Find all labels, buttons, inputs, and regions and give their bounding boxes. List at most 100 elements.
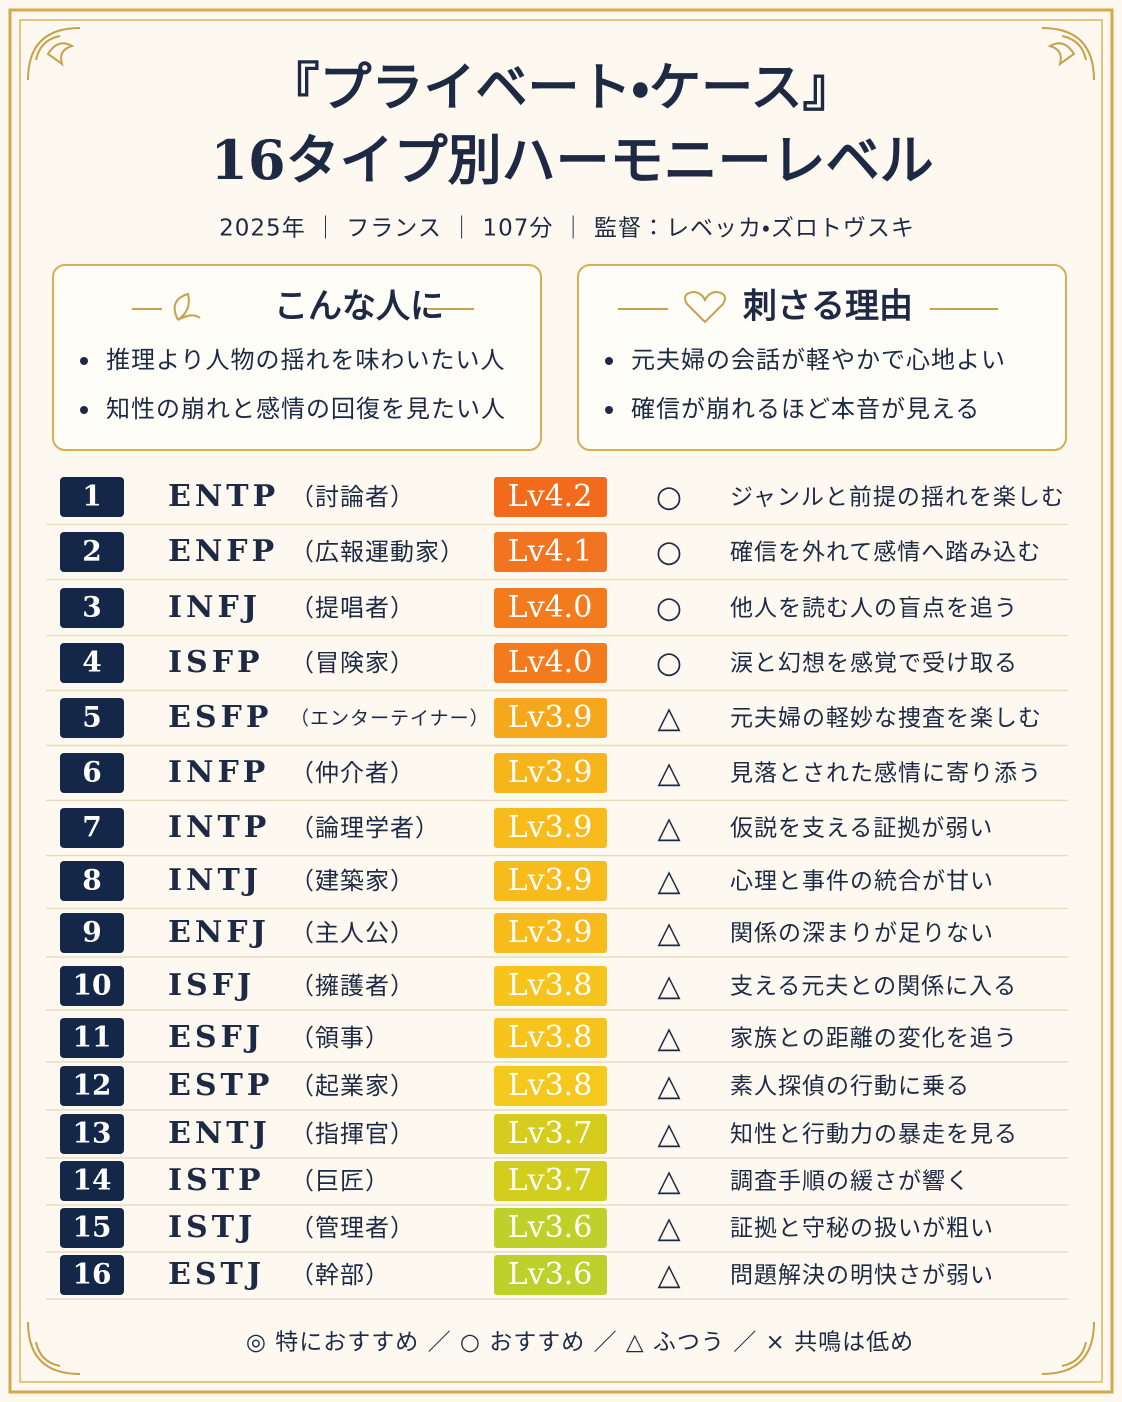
level: Lv4.0 xyxy=(508,590,593,625)
type: ISTP xyxy=(168,1163,265,1198)
role: （領事） xyxy=(290,1024,390,1052)
type: ENTP xyxy=(168,479,279,514)
level: Lv3.9 xyxy=(508,755,593,790)
level: Lv3.8 xyxy=(508,1068,593,1103)
rank-badge xyxy=(60,753,124,793)
box-title: 刺さる理由 xyxy=(743,287,913,327)
mark: ○ xyxy=(656,535,682,570)
role: （擁護者） xyxy=(290,972,415,1000)
level-badge xyxy=(494,966,607,1006)
type: ENFP xyxy=(168,534,278,569)
comment: 知性と行動力の暴走を見る xyxy=(730,1122,1018,1148)
role: （広報運動家） xyxy=(290,538,465,566)
rank-badge xyxy=(60,1255,124,1295)
role: （エンターテイナー） xyxy=(290,708,490,730)
type: ISTJ xyxy=(168,1210,256,1245)
rank-badge xyxy=(60,1161,124,1201)
level-badge xyxy=(494,913,607,953)
mark: △ xyxy=(657,864,680,899)
legend: ◎ 特におすすめ ／ ○ おすすめ ／ △ ふつう ／ × 共鳴は低め xyxy=(246,1330,914,1356)
type: ENTJ xyxy=(168,1116,271,1151)
role: （建築家） xyxy=(290,867,415,895)
rank-badge xyxy=(60,588,124,628)
role: （主人公） xyxy=(290,919,415,947)
role: （冒険家） xyxy=(290,649,415,677)
rank-badge xyxy=(60,532,124,572)
level: Lv3.6 xyxy=(508,1257,593,1292)
comment: 素人探偵の行動に乗る xyxy=(730,1074,970,1100)
role: （起業家） xyxy=(290,1072,415,1100)
level-badge xyxy=(494,753,607,793)
outer-border xyxy=(8,8,1114,1394)
box-frame xyxy=(577,264,1067,451)
role: （討論者） xyxy=(290,483,415,511)
mark: △ xyxy=(657,1164,680,1199)
rank-badge xyxy=(60,698,124,738)
comment: 証拠と守秘の扱いが粗い xyxy=(730,1216,994,1242)
rank-badge xyxy=(60,966,124,1006)
mark: △ xyxy=(657,1069,680,1104)
bullet xyxy=(605,406,613,414)
rank-badge xyxy=(60,1114,124,1154)
comment: 問題解決の明快さが弱い xyxy=(730,1263,994,1289)
rank: 1 xyxy=(82,480,101,513)
mark: △ xyxy=(657,1258,680,1293)
level-badge xyxy=(494,532,607,572)
box-ornaments xyxy=(132,290,998,324)
level-badge xyxy=(494,1066,607,1106)
rank: 12 xyxy=(73,1069,112,1102)
mark: △ xyxy=(657,969,680,1004)
title-line: 『プライベート・ケース』 xyxy=(267,58,854,119)
rank: 14 xyxy=(73,1164,112,1197)
rank-badge xyxy=(60,913,124,953)
level: Lv4.0 xyxy=(508,645,593,680)
comment: 支える元夫との関係に入る xyxy=(730,974,1017,1000)
mark: △ xyxy=(657,811,680,846)
rank-badge xyxy=(60,1018,124,1058)
rank-badge xyxy=(60,1208,124,1248)
title-line: 16タイプ別ハーモニーレベル xyxy=(210,128,933,192)
level-badge xyxy=(494,808,607,848)
role: （指揮官） xyxy=(290,1120,415,1148)
rank: 11 xyxy=(73,1021,112,1054)
rank: 5 xyxy=(82,701,101,734)
bullet xyxy=(80,406,88,414)
type: ESTP xyxy=(168,1068,273,1103)
rank: 10 xyxy=(73,969,112,1002)
role: （管理者） xyxy=(290,1214,415,1242)
rank: 15 xyxy=(73,1211,112,1244)
rank: 4 xyxy=(82,646,101,679)
bullet xyxy=(80,357,88,365)
level: Lv3.7 xyxy=(508,1116,593,1151)
rank: 16 xyxy=(73,1258,112,1291)
level: Lv4.1 xyxy=(508,534,593,569)
rank: 7 xyxy=(82,811,101,844)
mark: △ xyxy=(657,916,680,951)
level-badge xyxy=(494,1114,607,1154)
rank-badge xyxy=(60,808,124,848)
level: Lv3.9 xyxy=(508,915,593,950)
level: Lv3.9 xyxy=(508,863,593,898)
type: ESTJ xyxy=(168,1257,265,1292)
comment: 心理と事件の統合が甘い xyxy=(730,869,994,895)
mark: △ xyxy=(657,701,680,736)
comment: 確信を外れて感情へ踏み込む xyxy=(730,540,1041,566)
mark: ○ xyxy=(656,591,682,626)
type: ENFJ xyxy=(168,915,270,950)
rank-badge xyxy=(60,861,124,901)
mark: △ xyxy=(657,1211,680,1246)
role: （仲介者） xyxy=(290,759,415,787)
box-item: 確信が崩れるほど本音が見える xyxy=(631,395,980,423)
level-badge xyxy=(494,861,607,901)
table: 1 ENTP （討論者） Lv4.2 ○ ジャンルと前提の揺れを楽しむ 2 ENFP （広報運動… xyxy=(46,477,1068,1300)
inner-border xyxy=(19,19,1103,1383)
comment: 関係の深まりが足りない xyxy=(730,921,994,947)
level: Lv3.8 xyxy=(508,1020,593,1055)
comment: 家族との距離の変化を追う xyxy=(730,1026,1018,1052)
rank: 13 xyxy=(73,1117,112,1150)
type: ESFJ xyxy=(168,1020,264,1055)
comment: 他人を読む人の盲点を追う xyxy=(730,596,1018,622)
rank-badge xyxy=(60,643,124,683)
